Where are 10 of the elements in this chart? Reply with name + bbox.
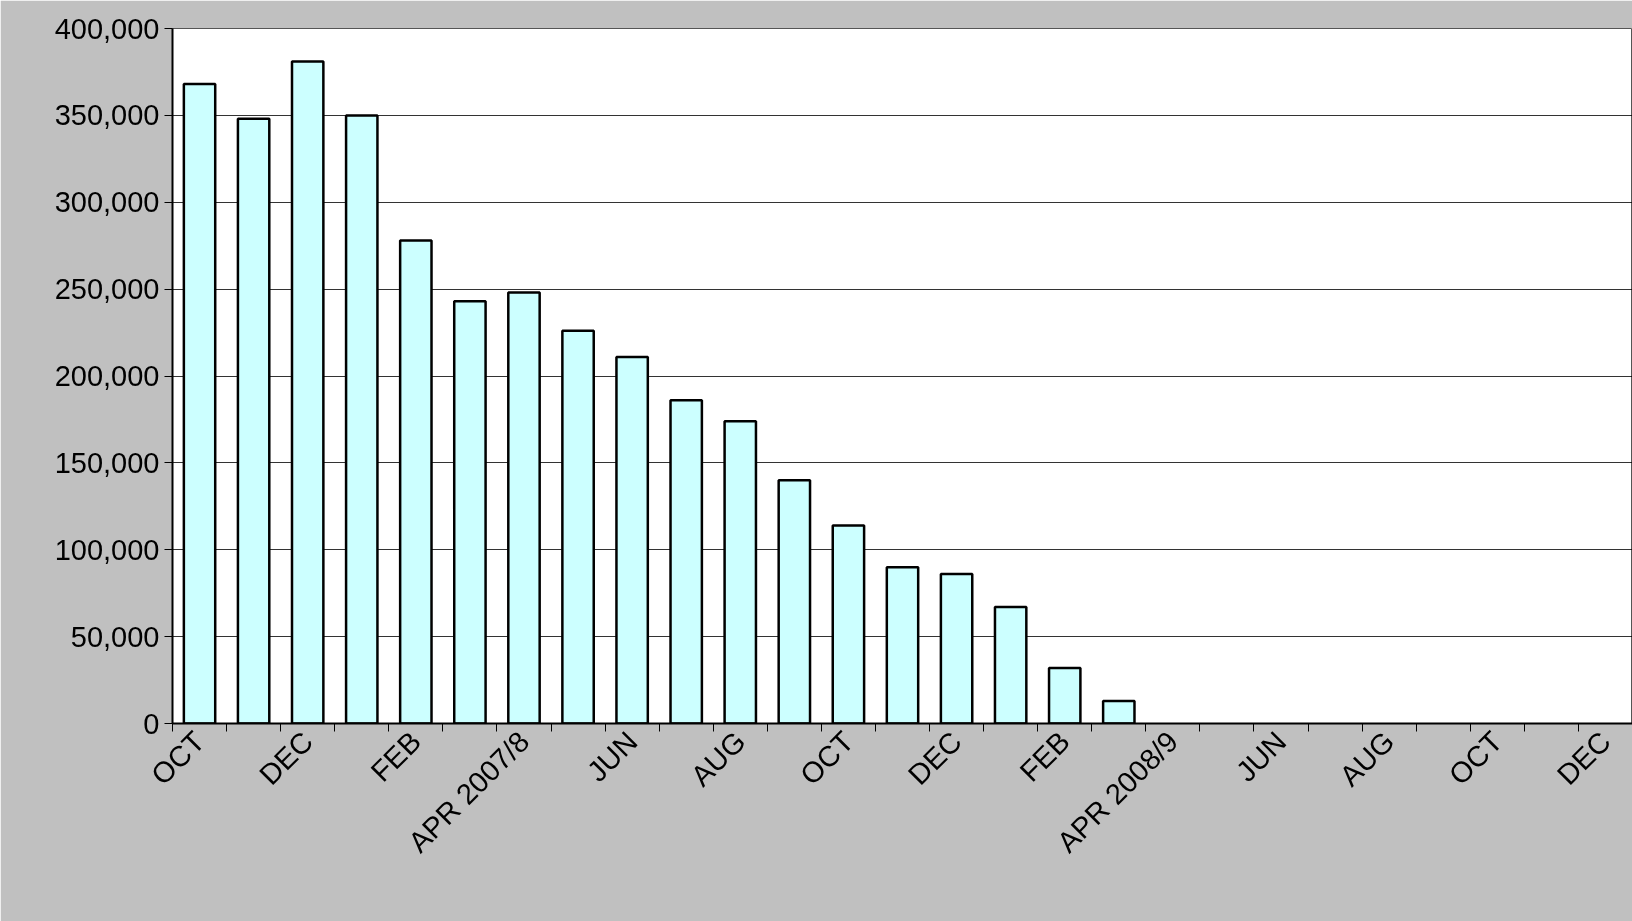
x-tick-label: FEB [364, 725, 428, 788]
x-tick-label: FEB [1013, 725, 1077, 788]
y-tick-label: 100,000 [54, 533, 160, 566]
y-tick-label: 250,000 [54, 273, 160, 306]
y-tick-label: 400,000 [54, 12, 160, 45]
y-tick-label: 150,000 [54, 446, 160, 479]
y-tick-label: 350,000 [54, 99, 160, 132]
y-tick-label: 200,000 [54, 360, 160, 392]
y-tick-label: 50,000 [70, 620, 160, 653]
y-tick-label: 300,000 [54, 186, 160, 219]
